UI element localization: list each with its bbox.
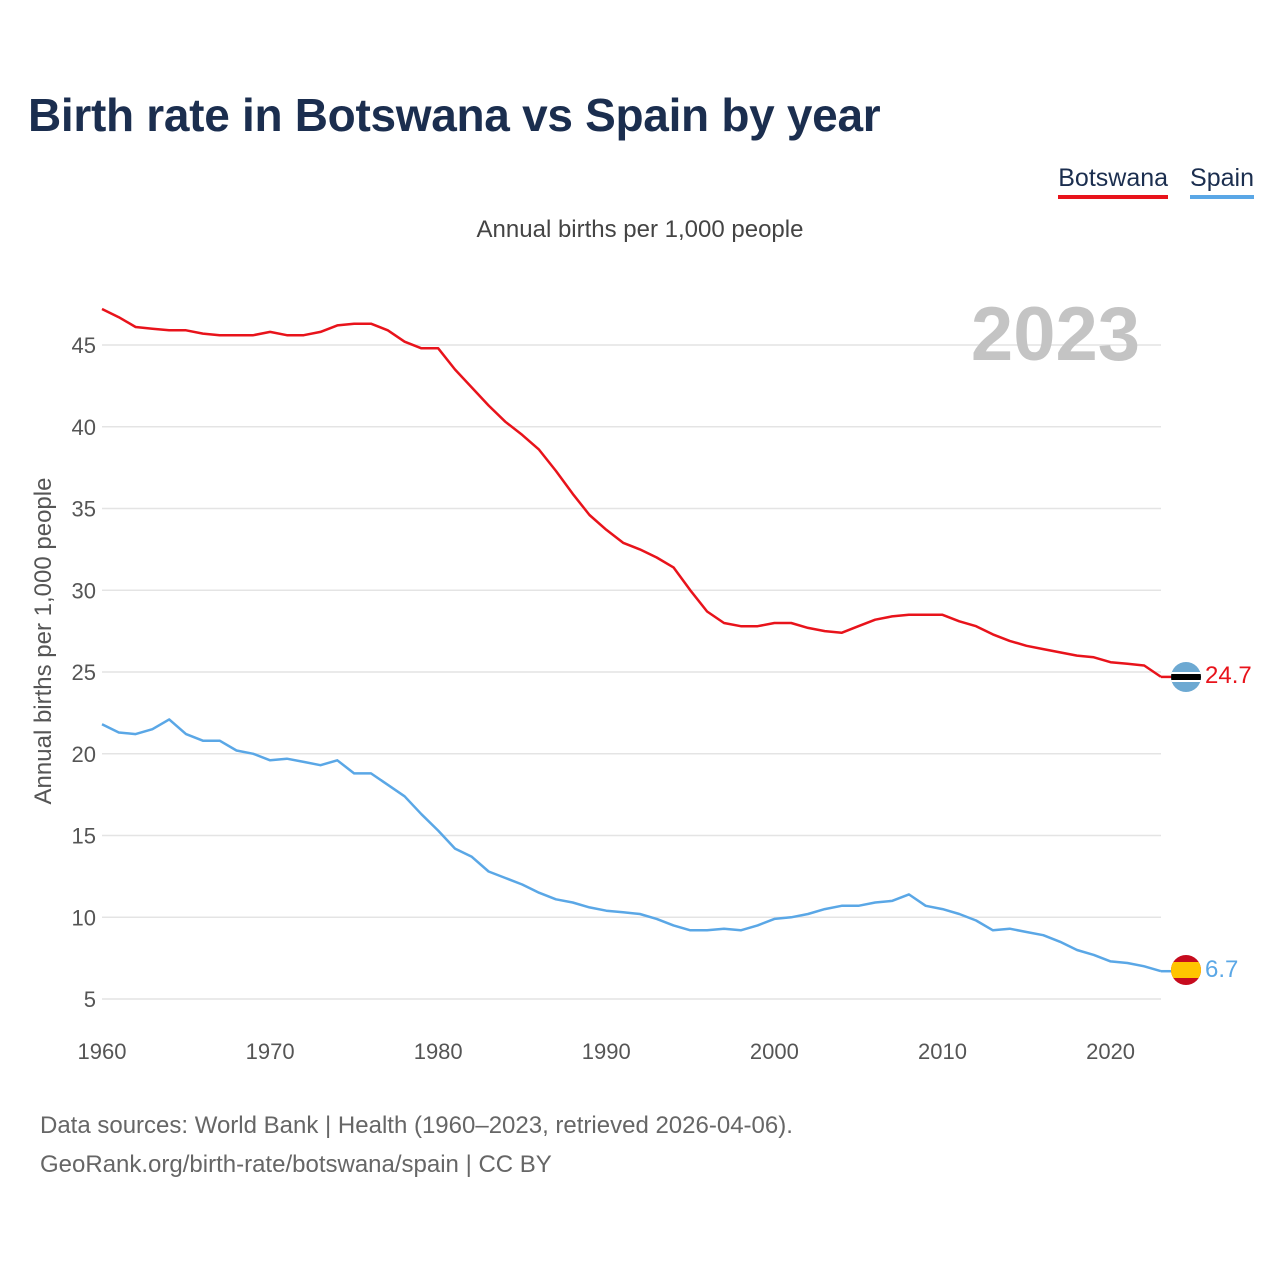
y-tick-label: 35 xyxy=(72,497,96,522)
x-tick-label: 2010 xyxy=(918,1039,967,1064)
y-tick-label: 10 xyxy=(72,905,96,930)
x-tick-label: 1970 xyxy=(246,1039,295,1064)
end-label-spain: 6.7 xyxy=(1205,956,1238,983)
botswana-flag-icon xyxy=(1171,662,1201,692)
y-tick-label: 45 xyxy=(72,333,96,358)
footer-source: Data sources: World Bank | Health (1960–… xyxy=(40,1112,793,1139)
x-tick-label: 1990 xyxy=(582,1039,631,1064)
chart-subtitle: Annual births per 1,000 people xyxy=(476,216,804,243)
gridlines xyxy=(102,344,1161,1000)
spain-flag-icon xyxy=(1171,955,1201,985)
y-axis-label: Annual births per 1,000 people xyxy=(30,478,57,805)
y-tick-label: 25 xyxy=(72,660,96,685)
y-tick-label: 15 xyxy=(72,824,96,849)
y-tick-label: 40 xyxy=(72,415,96,440)
x-tick-label: 2000 xyxy=(750,1039,799,1064)
legend-item-spain[interactable]: Spain xyxy=(1190,164,1254,199)
legend-item-botswana[interactable]: Botswana xyxy=(1058,164,1169,199)
x-axis-ticks: 1960 1970 1980 1990 2000 2010 2020 xyxy=(78,1039,1136,1064)
x-tick-label: 2020 xyxy=(1086,1039,1135,1064)
series-line-botswana xyxy=(101,307,1162,678)
x-tick-label: 1980 xyxy=(414,1039,463,1064)
footer-link[interactable]: GeoRank.org/birth-rate/botswana/spain | … xyxy=(40,1151,552,1178)
year-label: 2023 xyxy=(971,292,1140,377)
x-tick-label: 1960 xyxy=(78,1039,127,1064)
series-line-spain xyxy=(101,718,1162,973)
y-tick-label: 20 xyxy=(72,742,96,767)
end-label-botswana: 24.7 xyxy=(1205,662,1252,689)
y-axis-ticks: 5 10 15 20 25 30 35 40 45 xyxy=(72,333,96,1012)
chart-title: Birth rate in Botswana vs Spain by year xyxy=(28,89,881,141)
footer: Data sources: World Bank | Health (1960–… xyxy=(40,1106,793,1184)
series-lines xyxy=(101,307,1171,973)
y-tick-label: 5 xyxy=(84,987,96,1012)
legend: Botswana Spain xyxy=(1058,164,1254,199)
y-tick-label: 30 xyxy=(72,578,96,603)
